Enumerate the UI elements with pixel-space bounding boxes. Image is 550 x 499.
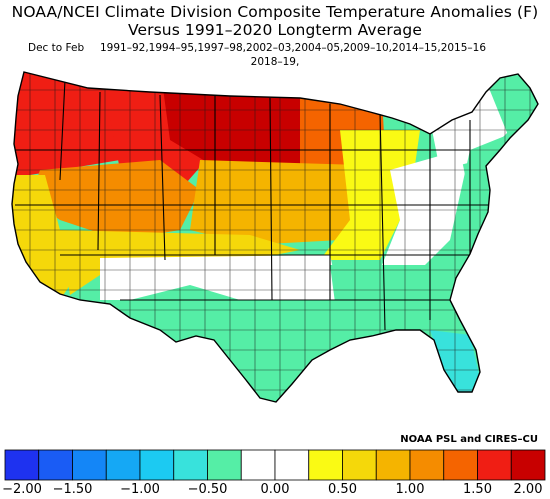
colorbar-tick-label: −2.00 xyxy=(2,482,42,497)
region-south-central xyxy=(100,255,340,300)
colorbar-swatch xyxy=(207,449,242,481)
season-label: Dec to Feb xyxy=(28,42,85,54)
colorbar-swatch xyxy=(443,449,478,481)
colorbar-swatch xyxy=(139,449,175,481)
colorbar-tick-label: 1.50 xyxy=(463,482,492,497)
colorbar-tick-label: −0.50 xyxy=(187,482,228,497)
colorbar-tick-label: 0.50 xyxy=(328,482,357,497)
region-florida xyxy=(430,330,485,400)
colorbar-swatch xyxy=(72,449,107,481)
colorbar-swatch xyxy=(105,449,141,481)
colorbar-tick-label: −1.50 xyxy=(52,482,93,497)
colorbar-tick-label: 1.00 xyxy=(395,482,425,497)
colorbar-swatch xyxy=(173,449,208,481)
us-outline xyxy=(11,71,539,403)
us-climate-division-map xyxy=(11,71,539,403)
colorbar-swatch xyxy=(342,449,377,481)
colorbar-tick-label: 0.00 xyxy=(260,482,290,497)
colorbar-swatch xyxy=(409,449,445,481)
colorbar-swatch xyxy=(4,449,40,481)
composite-years-line2: 2018–19, xyxy=(250,56,300,68)
region-central-plains xyxy=(190,160,380,245)
colorbar xyxy=(4,449,546,481)
region-southwest xyxy=(60,230,300,295)
colorbar-swatch xyxy=(274,449,310,481)
state-boundaries xyxy=(15,79,500,331)
colorbar-tick-label: 2.00 xyxy=(513,482,543,497)
colorbar-swatch xyxy=(240,449,276,481)
colorbar-swatch xyxy=(477,449,512,481)
region-great-basin xyxy=(30,160,200,240)
colorbar-swatch xyxy=(375,449,411,481)
map-title: NOAA/NCEI Climate Division Composite Tem… xyxy=(11,3,539,21)
credit-label: NOAA PSL and CIRES–CU xyxy=(400,434,538,445)
map-subtitle: Versus 1991–2020 Longterm Average xyxy=(128,21,422,39)
region-southeast xyxy=(330,265,460,340)
colorbar-tick-labels: −2.00 −1.50 −1.00 −0.50 0.00 0.50 1.00 1.50 2.00 xyxy=(0,483,550,499)
colorbar-swatch xyxy=(38,449,73,481)
region-great-lakes xyxy=(320,130,420,260)
colorbar-swatch xyxy=(510,449,546,481)
colorbar-swatch xyxy=(308,449,343,481)
composite-years-line1: 1991–92,1994–95,1997–98,2002–03,2004–05,… xyxy=(100,42,487,54)
colorbar-tick-label: −1.00 xyxy=(120,482,160,497)
